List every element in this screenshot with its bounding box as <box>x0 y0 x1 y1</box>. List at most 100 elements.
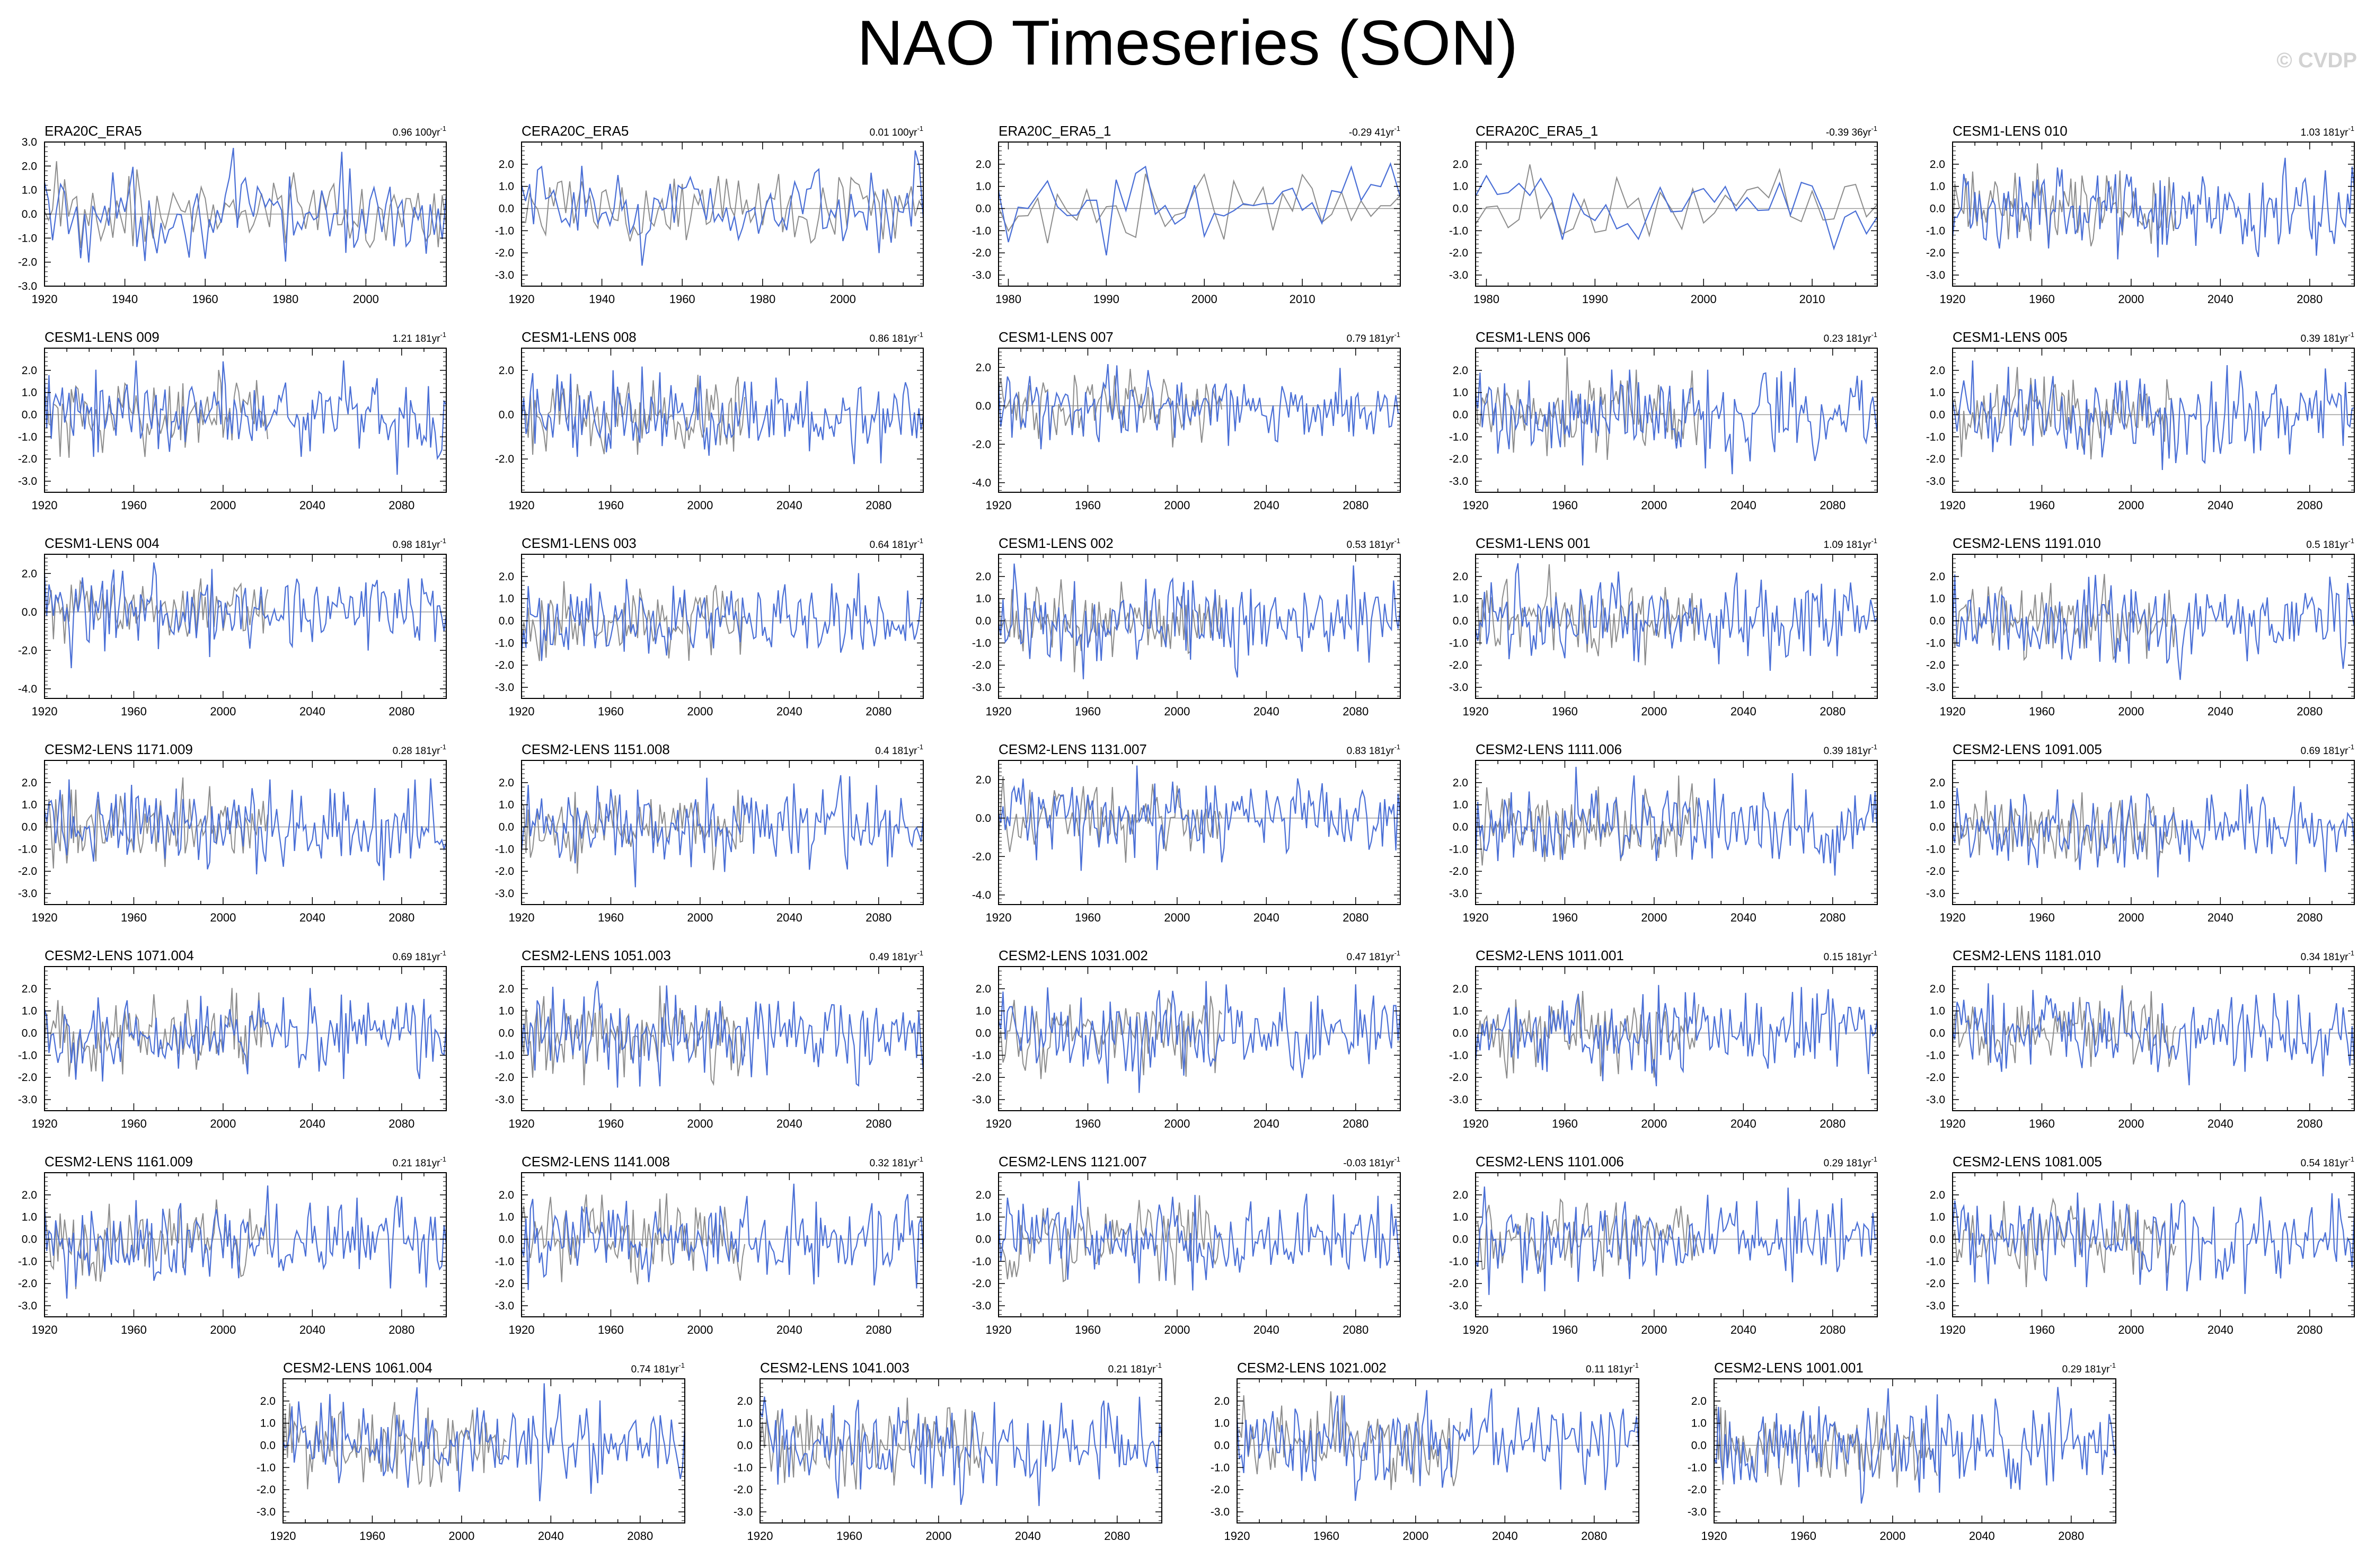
x-tick-label: 1960 <box>1075 1117 1101 1130</box>
y-tick-label: -3.0 <box>495 1300 514 1312</box>
panel-trend: 0.79 181yr-1 <box>1347 331 1400 344</box>
model-series-line <box>520 775 924 888</box>
panel-trend: 0.47 181yr-1 <box>1347 949 1400 963</box>
x-tick-label: 1960 <box>1075 705 1101 718</box>
x-tick-label: 1960 <box>1552 1117 1578 1130</box>
panel-title: CESM2-LENS 1061.004 <box>283 1360 432 1376</box>
x-tick-label: 1920 <box>1701 1529 1727 1543</box>
y-tick-label: -2.0 <box>495 453 514 465</box>
y-tick-label: 0.0 <box>1453 1027 1468 1040</box>
y-tick-label: -3.0 <box>972 269 991 281</box>
y-tick-label: 1.0 <box>499 799 514 811</box>
y-tick-label: -3.0 <box>972 1300 991 1312</box>
y-tick-label: -2.0 <box>1926 247 1945 259</box>
panel-title: CERA20C_ERA5_1 <box>1476 123 1598 139</box>
x-tick-label: 2080 <box>2058 1529 2084 1543</box>
panel-trend-exponent: -1 <box>1871 743 1877 751</box>
model-series-line <box>520 980 924 1088</box>
y-tick-label: -3.0 <box>1926 888 1945 900</box>
y-tick-label: -1.0 <box>1926 431 1945 443</box>
panel-trend-exponent: -1 <box>1871 331 1877 339</box>
y-tick-label: -1.0 <box>495 637 514 649</box>
model-series-line <box>1475 563 1878 671</box>
x-tick-label: 2000 <box>687 1323 713 1336</box>
x-tick-label: 2040 <box>299 499 325 512</box>
y-tick-label: 2.0 <box>1453 158 1468 171</box>
x-tick-label: 1960 <box>2029 1323 2055 1336</box>
x-tick-label: 1990 <box>1582 293 1608 306</box>
y-tick-label: -1.0 <box>1926 1255 1945 1268</box>
x-tick-label: 2000 <box>1164 705 1190 718</box>
panel-trend: 0.39 181yr-1 <box>2301 331 2354 344</box>
y-tick-label: -1.0 <box>734 1461 753 1474</box>
panel-title: CESM2-LENS 1011.001 <box>1476 947 1624 963</box>
y-tick-label: 2.0 <box>499 777 514 789</box>
watermark: © CVDP <box>2276 49 2357 72</box>
x-tick-label: 1920 <box>32 1323 58 1336</box>
panel-15: CESM2-LENS 1171.009 0.28 181yr-1 1920 1960 2… <box>18 741 447 924</box>
observed-series-line <box>998 1195 1222 1286</box>
y-tick-label: 0.0 <box>1453 409 1468 421</box>
y-tick-label: 2.0 <box>22 568 37 580</box>
x-tick-label: 2080 <box>2297 1117 2323 1130</box>
panel-title: CESM2-LENS 1171.009 <box>45 741 193 757</box>
y-tick-label: -1.0 <box>972 1049 991 1061</box>
panel-21: CESM2-LENS 1051.003 0.49 181yr-1 1920 1960 2… <box>495 947 924 1130</box>
y-tick-label: 1.0 <box>1930 181 1945 193</box>
x-tick-label: 1920 <box>32 293 58 306</box>
x-tick-label: 1920 <box>1463 1117 1489 1130</box>
y-tick-label: -2.0 <box>495 247 514 259</box>
panel-trend: 0.01 100yr-1 <box>870 125 923 138</box>
panel-20: CESM2-LENS 1071.004 0.69 181yr-1 1920 1960 2… <box>18 947 447 1130</box>
panel-trend-exponent: -1 <box>2348 1155 2354 1163</box>
y-tick-label: -1.0 <box>1449 843 1468 855</box>
y-tick-label: -2.0 <box>1449 1071 1468 1084</box>
y-tick-label: 1.0 <box>1930 1211 1945 1224</box>
x-tick-label: 2000 <box>1641 911 1667 924</box>
panel-9: CESM1-LENS 005 0.39 181yr-1 1920 1960 2000 20… <box>1926 329 2355 512</box>
observed-series-line <box>521 375 746 455</box>
panel-title: CESM2-LENS 1001.001 <box>1714 1360 1864 1376</box>
x-tick-label: 2040 <box>776 911 802 924</box>
x-tick-label: 2040 <box>1731 705 1756 718</box>
panel-trend-exponent: -1 <box>1394 537 1400 545</box>
y-tick-label: 2.0 <box>1930 158 1945 171</box>
observed-series-line <box>1475 991 1700 1079</box>
panel-title: CESM1-LENS 010 <box>1953 123 2068 139</box>
y-tick-label: -3.0 <box>18 280 37 293</box>
x-tick-label: 2040 <box>2208 293 2233 306</box>
observed-series-line <box>1475 164 1878 238</box>
panel-18: CESM2-LENS 1111.006 0.39 181yr-1 1920 1960 2… <box>1449 741 1878 924</box>
x-tick-label: 2000 <box>925 1529 951 1543</box>
x-tick-label: 1960 <box>2029 499 2055 512</box>
x-tick-label: 2000 <box>210 911 236 924</box>
y-tick-label: 1.0 <box>1453 1005 1468 1017</box>
y-tick-label: 1.0 <box>1930 387 1945 399</box>
y-tick-label: -1.0 <box>1926 843 1945 855</box>
y-tick-label: -2.0 <box>1926 865 1945 878</box>
y-tick-label: 2.0 <box>1930 777 1945 789</box>
x-tick-label: 1920 <box>32 1117 58 1130</box>
y-tick-label: -3.0 <box>495 1094 514 1106</box>
model-series-line <box>43 148 447 263</box>
x-tick-label: 1980 <box>1473 293 1499 306</box>
x-tick-label: 1960 <box>836 1529 862 1543</box>
x-tick-label: 1960 <box>598 1323 624 1336</box>
x-tick-label: 2040 <box>1731 499 1756 512</box>
panel-title: CESM1-LENS 009 <box>45 329 160 345</box>
y-tick-label: -3.0 <box>1449 475 1468 488</box>
x-tick-label: 1960 <box>121 705 147 718</box>
y-tick-label: -3.0 <box>1926 269 1945 281</box>
y-tick-label: -3.0 <box>1926 681 1945 694</box>
x-tick-label: 2000 <box>687 499 713 512</box>
panel-trend-exponent: -1 <box>1394 949 1400 957</box>
panel-trend: 0.54 181yr-1 <box>2301 1155 2354 1169</box>
x-tick-label: 2000 <box>1191 293 1217 306</box>
x-tick-label: 1960 <box>1552 1323 1578 1336</box>
panel-trend: 0.96 100yr-1 <box>393 125 446 138</box>
model-series-line <box>1475 367 1878 474</box>
y-tick-label: -3.0 <box>972 1094 991 1106</box>
y-tick-label: 2.0 <box>1453 571 1468 583</box>
x-tick-label: 2080 <box>627 1529 653 1543</box>
panel-trend: 0.69 181yr-1 <box>393 949 446 963</box>
